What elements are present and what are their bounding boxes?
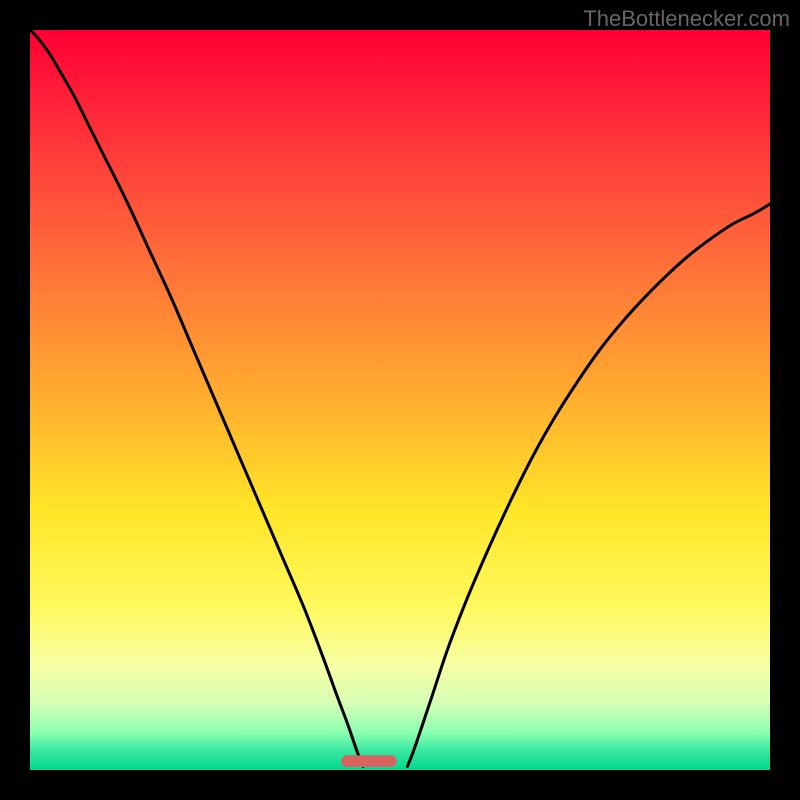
chart-svg — [30, 30, 770, 770]
gradient-background — [30, 30, 770, 770]
plot-area — [30, 30, 770, 770]
trough-marker — [341, 755, 397, 767]
watermark-text: TheBottlenecker.com — [583, 6, 790, 32]
